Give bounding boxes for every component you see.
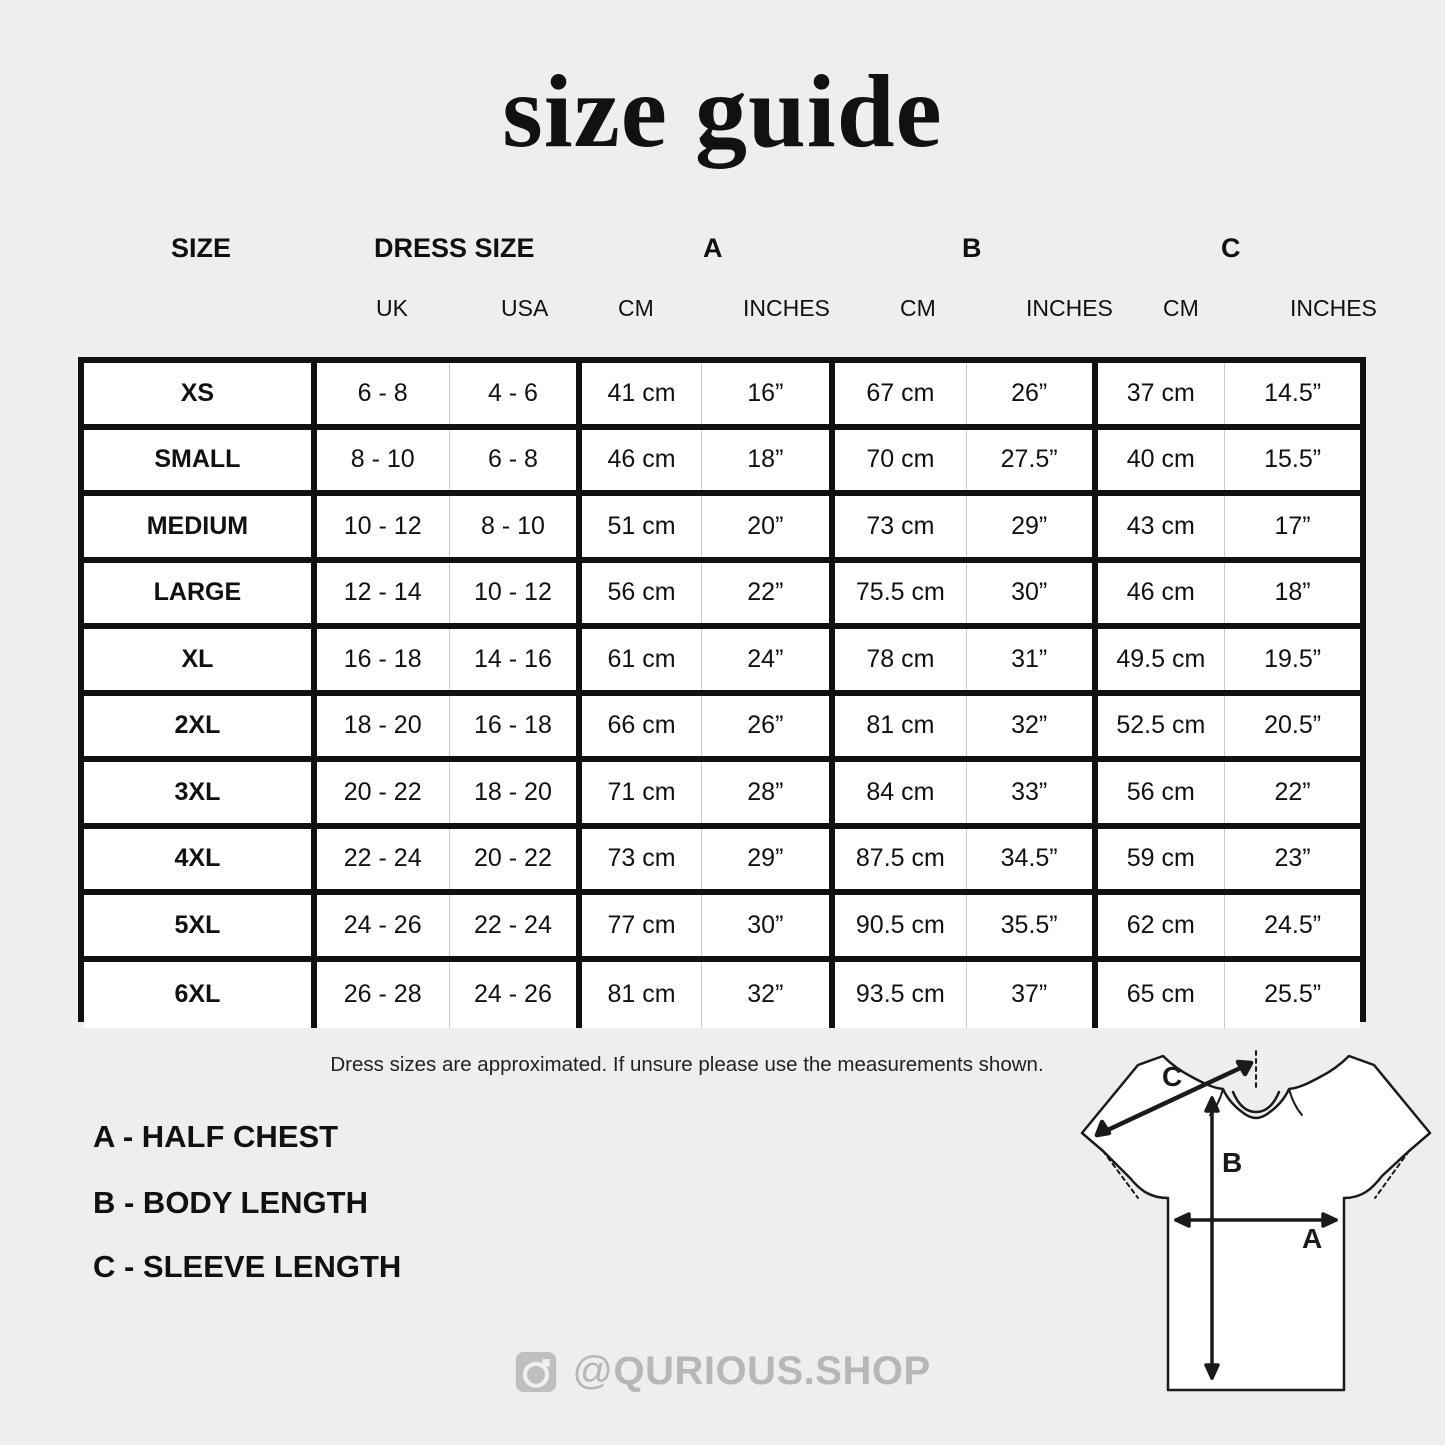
svg-text:C: C xyxy=(1162,1061,1182,1092)
svg-text:A: A xyxy=(1302,1223,1322,1254)
svg-text:B: B xyxy=(1222,1147,1242,1178)
